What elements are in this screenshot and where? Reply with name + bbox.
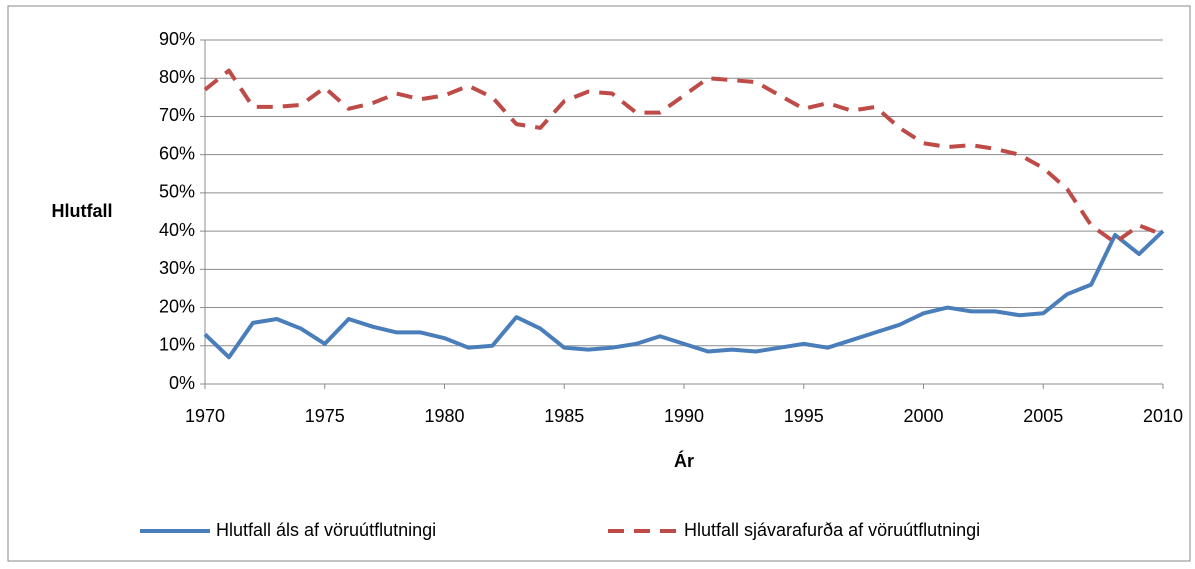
y-tick-label: 0% [169, 373, 195, 393]
x-tick-label: 1970 [185, 406, 225, 426]
y-tick-label: 30% [159, 258, 195, 278]
x-axis-title: Ár [674, 450, 694, 471]
chart-border [7, 5, 1191, 562]
series-line [203, 229, 1165, 360]
series-line [203, 68, 1164, 245]
y-tick-label: 90% [159, 29, 195, 49]
y-tick-label: 80% [159, 67, 195, 87]
x-tick-label: 1975 [305, 406, 345, 426]
x-tick-label: 2005 [1023, 406, 1063, 426]
x-tick-label: 2010 [1143, 406, 1183, 426]
y-tick-label: 70% [159, 105, 195, 125]
y-tick-label: 20% [159, 296, 195, 316]
y-tick-label: 50% [159, 182, 195, 202]
y-tick-label: 40% [159, 220, 195, 240]
y-tick-label: 60% [159, 143, 195, 163]
x-tick-label: 1990 [664, 406, 704, 426]
legend-label: Hlutfall áls af vöruútflutningi [216, 520, 436, 540]
y-axis-title: Hlutfall [52, 201, 113, 221]
x-tick-label: 1995 [784, 406, 824, 426]
legend-label: Hlutfall sjávarafurða af vöruútflutningi [684, 520, 980, 540]
y-tick-label: 10% [159, 335, 195, 355]
x-tick-label: 2000 [903, 406, 943, 426]
x-tick-label: 1985 [544, 406, 584, 426]
x-tick-label: 1980 [424, 406, 464, 426]
